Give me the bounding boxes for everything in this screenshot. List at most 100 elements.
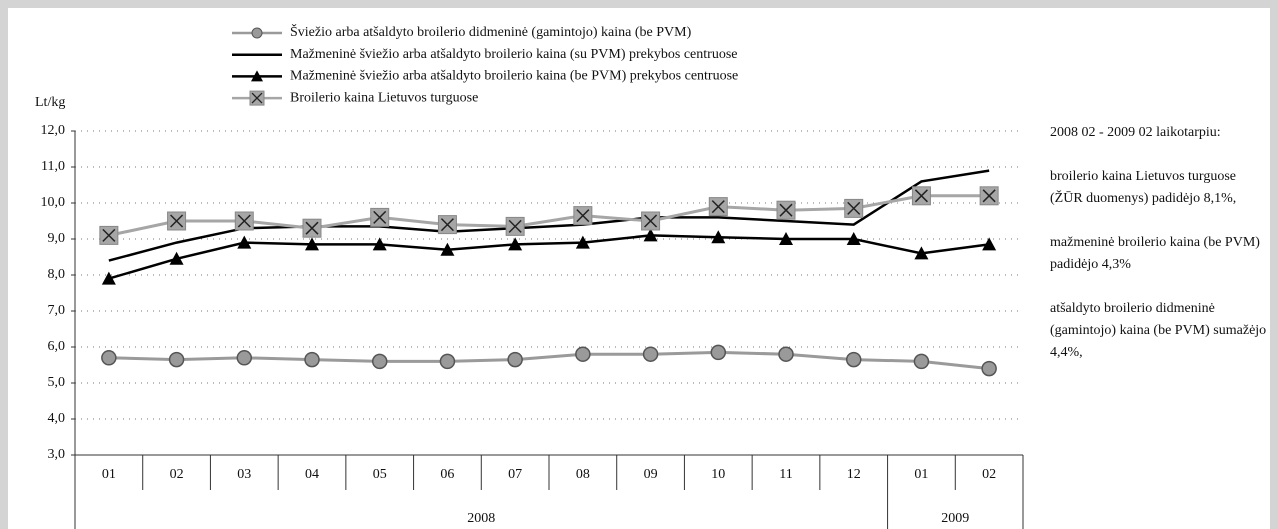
point-x bbox=[170, 214, 184, 228]
point bbox=[505, 216, 525, 236]
point bbox=[776, 200, 796, 220]
point bbox=[575, 235, 590, 249]
point bbox=[371, 353, 388, 370]
point bbox=[168, 351, 185, 368]
point bbox=[641, 211, 661, 231]
line bbox=[108, 350, 990, 371]
point-x bbox=[102, 228, 116, 242]
y-tick-label: 6,0 bbox=[48, 339, 66, 354]
point bbox=[440, 242, 455, 256]
y-tick-label: 12,0 bbox=[41, 123, 66, 138]
annotation: broilerio kaina Lietuvos turguose (ŽŪR d… bbox=[1050, 169, 1237, 206]
point bbox=[913, 353, 930, 370]
series bbox=[108, 169, 990, 262]
x-tick-label: 11 bbox=[779, 467, 792, 482]
y-axis-label: Lt/kg bbox=[35, 95, 65, 110]
point bbox=[101, 350, 117, 366]
point bbox=[236, 350, 253, 366]
point bbox=[710, 344, 727, 361]
x-group-label: 2009 bbox=[941, 511, 969, 526]
x-tick-label: 02 bbox=[982, 467, 996, 482]
y-tick-label: 7,0 bbox=[48, 303, 66, 318]
y-tick-label: 3,0 bbox=[48, 447, 66, 462]
point-x bbox=[982, 189, 996, 203]
x-tick-label: 03 bbox=[237, 467, 251, 482]
point bbox=[914, 246, 929, 260]
annotation: 2008 02 - 2009 02 laikotarpiu: bbox=[1050, 125, 1221, 140]
y-tick-label: 4,0 bbox=[48, 411, 66, 426]
point bbox=[708, 197, 728, 217]
x-tick-label: 09 bbox=[644, 467, 658, 482]
point-x bbox=[576, 209, 590, 223]
point bbox=[643, 228, 658, 242]
point bbox=[778, 346, 794, 362]
y-tick-label: 5,0 bbox=[48, 375, 66, 390]
line bbox=[108, 234, 990, 280]
point bbox=[302, 218, 322, 238]
point bbox=[779, 232, 793, 245]
legend-label: Mažmeninė šviežio arba atšaldyto broiler… bbox=[290, 47, 737, 62]
point bbox=[169, 251, 184, 265]
point-x bbox=[644, 214, 658, 228]
legend-marker bbox=[251, 70, 263, 82]
legend-label: Mažmeninė šviežio arba atšaldyto broiler… bbox=[290, 69, 738, 84]
x-tick-label: 02 bbox=[170, 467, 184, 482]
x-tick-label: 06 bbox=[440, 467, 454, 482]
point bbox=[237, 235, 252, 249]
legend-marker-x bbox=[251, 92, 263, 104]
line bbox=[108, 169, 990, 262]
point bbox=[642, 346, 659, 362]
point-x bbox=[914, 189, 928, 203]
point bbox=[981, 360, 997, 377]
point bbox=[846, 232, 861, 245]
point bbox=[507, 351, 523, 368]
point bbox=[437, 215, 457, 235]
point bbox=[167, 211, 187, 231]
x-tick-label: 07 bbox=[508, 467, 522, 482]
x-tick-label: 05 bbox=[373, 467, 387, 482]
annotation: atšaldyto broilerio didmeninė (gamintojo… bbox=[1050, 301, 1267, 360]
line bbox=[108, 194, 990, 237]
point bbox=[370, 207, 390, 227]
point bbox=[845, 351, 862, 368]
x-group-label: 2008 bbox=[467, 511, 495, 526]
x-tick-label: 04 bbox=[305, 467, 319, 482]
point bbox=[304, 351, 320, 368]
series bbox=[101, 228, 997, 285]
y-tick-label: 10,0 bbox=[41, 195, 66, 210]
point bbox=[99, 225, 119, 245]
point bbox=[575, 346, 591, 362]
legend-marker bbox=[251, 27, 263, 39]
point bbox=[234, 211, 254, 231]
point-x bbox=[711, 200, 725, 214]
point bbox=[982, 237, 997, 251]
annotations: 2008 02 - 2009 02 laikotarpiu: broilerio … bbox=[1050, 122, 1272, 386]
point bbox=[979, 186, 999, 206]
point bbox=[101, 271, 116, 285]
x-tick-label: 01 bbox=[914, 467, 928, 482]
point-x bbox=[305, 221, 319, 235]
annotation: mažmeninė broilerio kaina (be PVM) padid… bbox=[1050, 235, 1260, 272]
y-tick-label: 8,0 bbox=[48, 267, 66, 282]
point bbox=[439, 353, 456, 370]
y-tick-label: 9,0 bbox=[48, 231, 66, 246]
point-x bbox=[237, 214, 251, 228]
legend-label: Broilerio kaina Lietuvos turguose bbox=[290, 90, 478, 105]
point bbox=[508, 237, 523, 251]
x-tick-label: 10 bbox=[711, 467, 725, 482]
point bbox=[305, 237, 319, 251]
point bbox=[372, 237, 387, 251]
point bbox=[711, 230, 726, 244]
point-x bbox=[440, 218, 454, 232]
point-x bbox=[779, 203, 793, 217]
legend-label: Šviežio arba atšaldyto broilerio didmeni… bbox=[290, 23, 692, 40]
series bbox=[99, 186, 999, 245]
x-tick-label: 01 bbox=[102, 467, 116, 482]
point-x bbox=[847, 201, 861, 215]
point-x bbox=[373, 210, 387, 224]
x-tick-label: 08 bbox=[576, 467, 590, 482]
series bbox=[101, 344, 997, 377]
point bbox=[844, 198, 864, 218]
